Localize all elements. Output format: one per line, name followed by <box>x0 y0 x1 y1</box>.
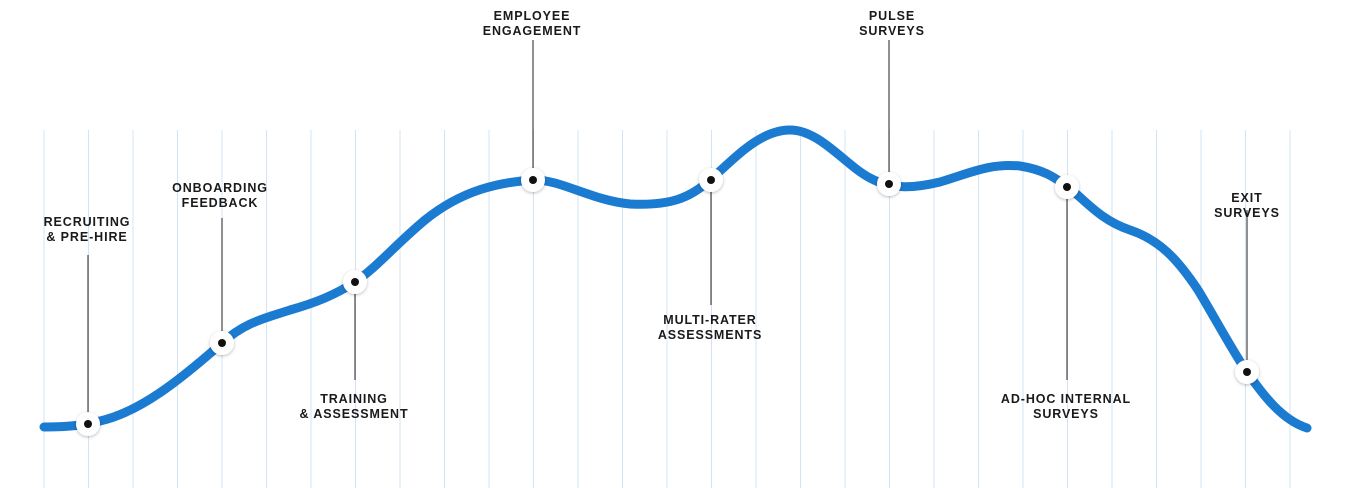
stage-label-line1: AD-HOC INTERNAL <box>1000 392 1132 406</box>
stage-label-line1: PULSE <box>868 9 916 23</box>
marker-dot <box>218 339 226 347</box>
stage-label-line2: SURVEYS <box>1033 407 1099 421</box>
marker-dot <box>707 176 715 184</box>
stage-label-line2: ENGAGEMENT <box>482 24 582 38</box>
marker-dot <box>885 180 893 188</box>
journey-curve <box>39 125 1312 433</box>
stage-label-line1: RECRUITING <box>43 215 131 229</box>
stage-label: MULTI-RATER ASSESSMENTS <box>620 313 800 343</box>
stage-marker[interactable] <box>1055 175 1079 199</box>
stage-label-line2: & PRE-HIRE <box>46 230 128 244</box>
marker-dot <box>351 278 359 286</box>
stage-marker[interactable] <box>521 168 545 192</box>
stage-label-line1: TRAINING <box>320 392 388 406</box>
stage-marker[interactable] <box>1235 360 1259 384</box>
stage-label-line1: EXIT <box>1231 191 1263 205</box>
marker-dot <box>1243 368 1251 376</box>
stage-label: TRAINING & ASSESSMENT <box>264 392 444 422</box>
marker-dot <box>84 420 92 428</box>
stage-label-line2: ASSESSMENTS <box>657 328 763 342</box>
stage-marker[interactable] <box>210 331 234 355</box>
stage-label: RECRUITING & PRE-HIRE <box>0 215 177 245</box>
stage-marker[interactable] <box>699 168 723 192</box>
stage-label-line2: FEEDBACK <box>181 196 259 210</box>
stage-label-line1: ONBOARDING <box>172 181 268 195</box>
stage-label-line2: SURVEYS <box>1214 206 1280 220</box>
stage-label-line1: EMPLOYEE <box>493 9 571 23</box>
stage-marker[interactable] <box>877 172 901 196</box>
stage-label-line1: MULTI-RATER <box>663 313 757 327</box>
marker-dot <box>529 176 537 184</box>
stage-label-line2: & ASSESSMENT <box>299 407 409 421</box>
stage-label: PULSE SURVEYS <box>802 9 982 39</box>
stage-markers <box>76 40 1259 436</box>
marker-dot <box>1063 183 1071 191</box>
stage-label: EXIT SURVEYS <box>1157 191 1337 221</box>
stage-marker[interactable] <box>76 412 100 436</box>
stage-label: EMPLOYEE ENGAGEMENT <box>442 9 622 39</box>
stage-marker[interactable] <box>343 270 367 294</box>
stage-label-line2: SURVEYS <box>859 24 925 38</box>
stage-label: AD-HOC INTERNAL SURVEYS <box>976 392 1156 422</box>
stage-label: ONBOARDING FEEDBACK <box>130 181 310 211</box>
